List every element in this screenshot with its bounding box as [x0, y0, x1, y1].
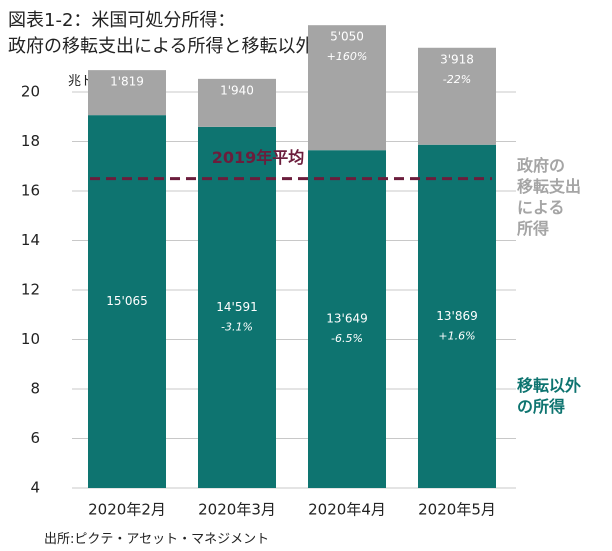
- chart-subtitle: 政府の移転支出による所得と移転以外の所得: [8, 36, 368, 57]
- change-label: -6.5%: [331, 332, 363, 345]
- y-tick-label: 14: [21, 231, 40, 249]
- y-tick-label: 10: [21, 330, 40, 348]
- change-label: -22%: [443, 73, 471, 86]
- value-label: 13'649: [326, 312, 367, 326]
- value-label: 15'065: [106, 294, 147, 308]
- bar-segment: [308, 150, 386, 488]
- bar-segment: [418, 47, 496, 145]
- bar-segment: [198, 126, 276, 489]
- y-tick-label: 8: [30, 380, 40, 398]
- value-label: 3'918: [440, 52, 474, 66]
- y-tick-label: 4: [30, 479, 40, 497]
- value-label: 1'940: [220, 83, 254, 97]
- bar-segment: [308, 25, 386, 151]
- value-label: 14'591: [216, 300, 257, 314]
- y-tick-label: 20: [21, 83, 40, 101]
- change-label: -3.1%: [221, 320, 253, 333]
- x-tick-label: 2020年5月: [418, 501, 496, 519]
- bar-segment: [88, 70, 166, 116]
- x-tick-label: 2020年3月: [198, 501, 276, 519]
- chart-title: 図表1-2：米国可処分所得：: [8, 10, 236, 31]
- y-tick-label: 6: [30, 429, 40, 447]
- value-label: 1'819: [110, 75, 144, 89]
- change-label: +1.6%: [438, 329, 475, 342]
- bar-segment: [198, 78, 276, 127]
- bar-segment: [418, 144, 496, 488]
- value-label: 13'869: [436, 309, 477, 323]
- value-label: 5'050: [330, 30, 364, 44]
- y-tick-label: 12: [21, 281, 40, 299]
- y-tick-label: 16: [21, 182, 40, 200]
- legend-label: 移転以外 の所得: [517, 376, 582, 416]
- x-tick-label: 2020年4月: [308, 501, 386, 519]
- change-label: +160%: [327, 50, 368, 63]
- source: 出所:ピクテ・アセット・マネジメント: [44, 532, 270, 547]
- reference-label: 2019年平均: [212, 148, 305, 167]
- legend-label: 政府の 移転支出 による 所得: [517, 156, 582, 238]
- y-tick-label: 18: [21, 132, 40, 150]
- x-tick-label: 2020年2月: [88, 501, 166, 519]
